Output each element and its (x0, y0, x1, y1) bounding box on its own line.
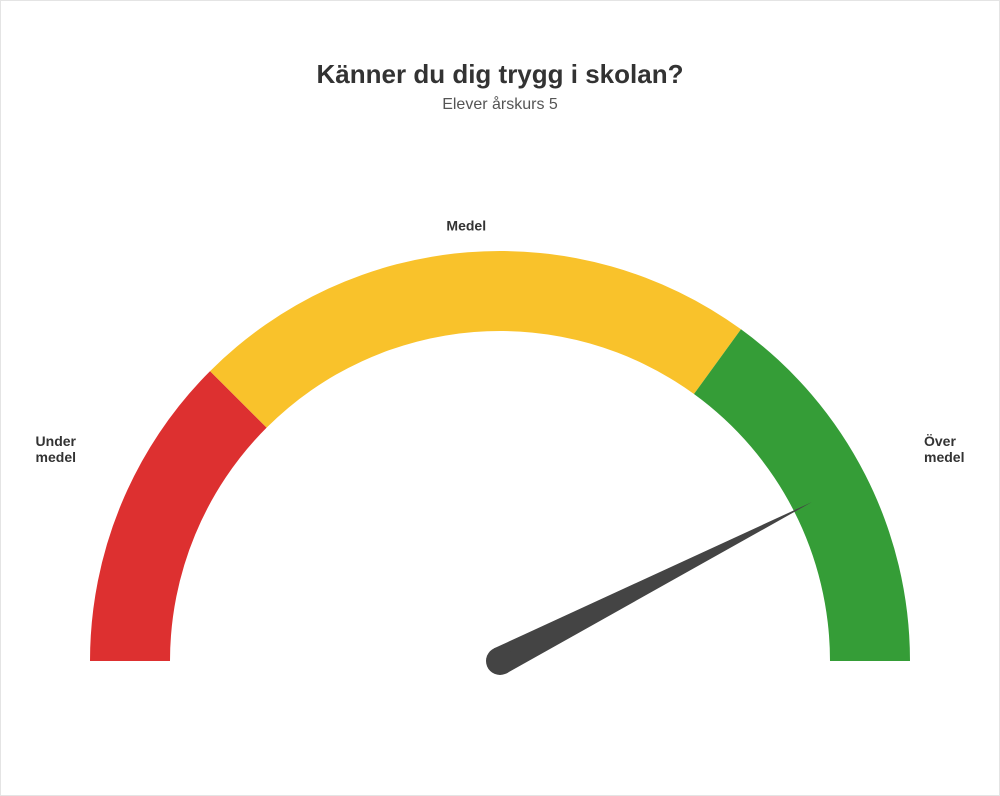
chart-frame: Känner du dig trygg i skolan? Elever års… (0, 0, 1000, 796)
gauge-needle (494, 502, 812, 673)
gauge-segment-label: Undermedel (36, 433, 77, 465)
chart-title: Känner du dig trygg i skolan? (1, 59, 999, 90)
gauge-segment-label: Medel (446, 217, 486, 233)
gauge-segment (694, 329, 910, 661)
title-block: Känner du dig trygg i skolan? Elever års… (1, 59, 999, 114)
chart-subtitle: Elever årskurs 5 (1, 96, 999, 114)
gauge-segment-label: Övermedel (924, 433, 964, 465)
gauge-segment (210, 251, 741, 428)
gauge-needle-hub (486, 647, 514, 675)
gauge-svg: Undermedel Medel Övermedel (20, 151, 980, 711)
gauge-segment (90, 371, 267, 661)
gauge-chart: Undermedel Medel Övermedel (20, 151, 980, 711)
